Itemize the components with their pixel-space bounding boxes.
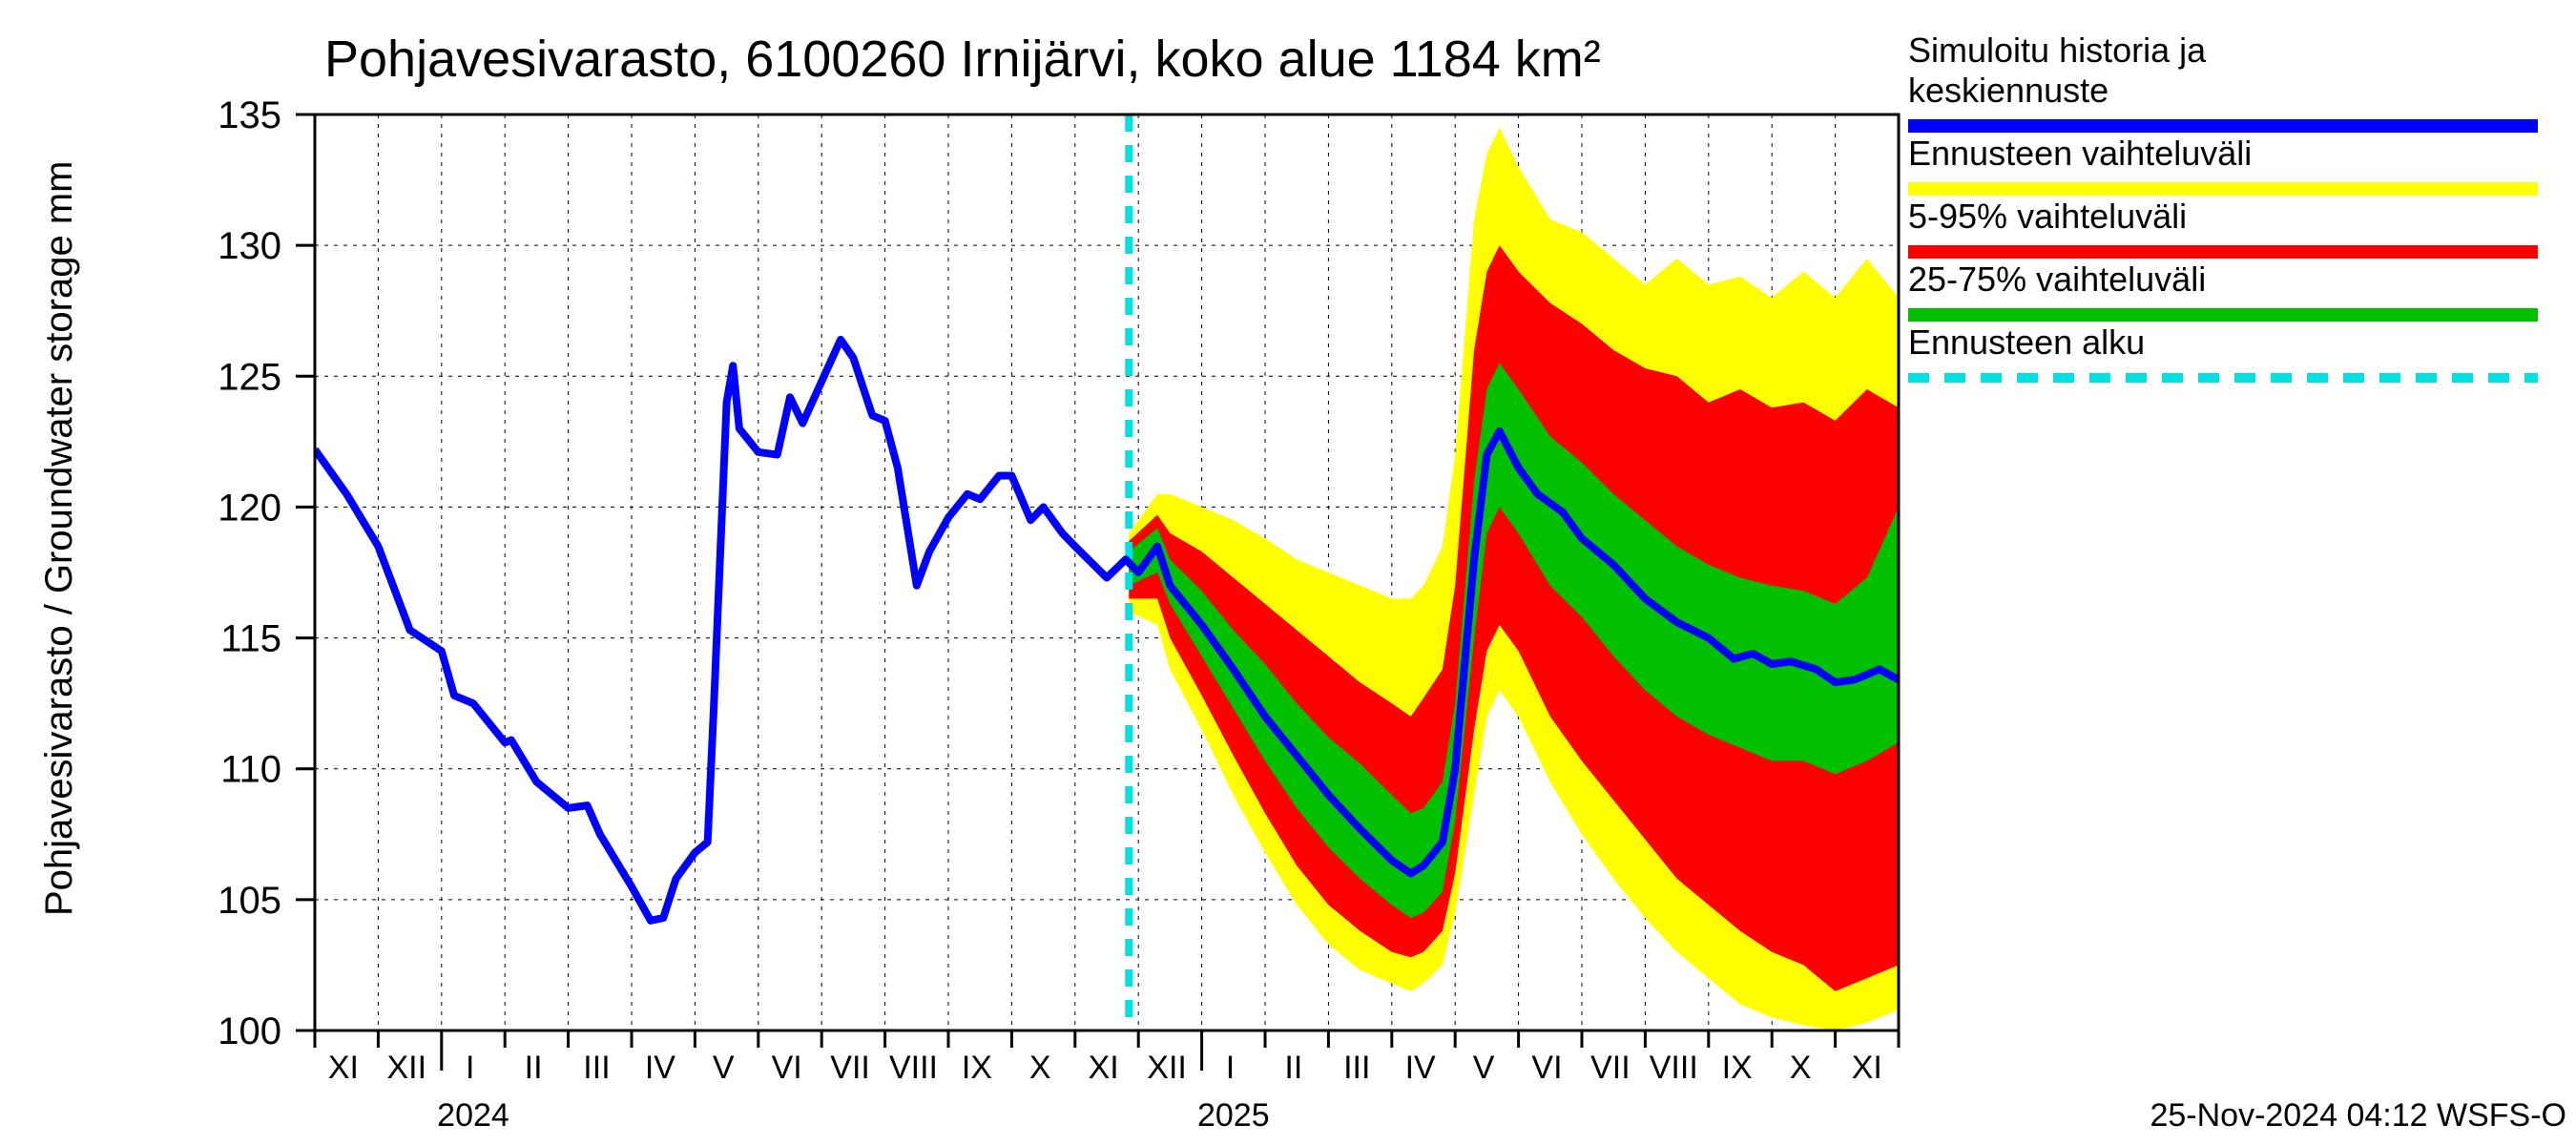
month-label: I [466,1050,474,1086]
month-label: II [1284,1050,1302,1086]
month-label: II [525,1050,543,1086]
year-label: 2025 [1197,1097,1270,1134]
y-axis-label: Pohjavesivarasto / Groundwater storage m… [38,161,80,916]
month-label: XI [1089,1050,1119,1086]
month-label: XI [328,1050,359,1086]
year-label: 2024 [437,1097,509,1134]
legend-sim-swatch [1908,119,2538,133]
legend-full-label: Ennusteen vaihteluväli [1908,134,2252,173]
legend-595-swatch [1908,245,2538,259]
y-tick-label: 105 [218,880,281,922]
legend-2575-swatch [1908,308,2538,322]
month-label: XI [1852,1050,1882,1086]
month-label: IV [645,1050,675,1086]
legend-full-swatch [1908,182,2538,196]
chart-svg: Pohjavesivarasto, 6100260 Irnijärvi, kok… [0,0,2576,1145]
y-tick-label: 135 [218,94,281,136]
month-label: XII [386,1050,426,1086]
month-label: III [583,1050,610,1086]
y-tick-label: 100 [218,1010,281,1052]
month-label: VII [1590,1050,1631,1086]
chart-container: Pohjavesivarasto, 6100260 Irnijärvi, kok… [0,0,2576,1145]
legend-fstart-label: Ennusteen alku [1908,323,2145,362]
y-tick-label: 120 [218,487,281,529]
month-label: X [1029,1050,1051,1086]
month-label: X [1790,1050,1812,1086]
legend-2575-label: 25-75% vaihteluväli [1908,260,2206,299]
month-label: VIII [889,1050,938,1086]
month-label: V [1473,1050,1495,1086]
month-label: IX [962,1050,992,1086]
footer-timestamp: 25-Nov-2024 04:12 WSFS-O [2150,1097,2566,1134]
y-tick-label: 110 [220,749,281,791]
month-label: VII [830,1050,870,1086]
month-label: VI [1531,1050,1562,1086]
month-label: IV [1405,1050,1436,1086]
y-tick-label: 115 [220,618,281,660]
y-tick-label: 130 [218,225,281,267]
month-label: I [1226,1050,1235,1086]
month-label: III [1343,1050,1370,1086]
legend-sim-line2: keskiennuste [1908,71,2109,110]
chart-title: Pohjavesivarasto, 6100260 Irnijärvi, kok… [324,31,1601,88]
month-label: IX [1722,1050,1753,1086]
month-label: XII [1147,1050,1187,1086]
month-label: VIII [1650,1050,1698,1086]
month-label: VI [772,1050,802,1086]
legend-595-label: 5-95% vaihteluväli [1908,197,2187,236]
month-label: V [713,1050,735,1086]
y-tick-label: 125 [218,356,281,398]
legend-sim-line1: Simuloitu historia ja [1908,31,2207,70]
